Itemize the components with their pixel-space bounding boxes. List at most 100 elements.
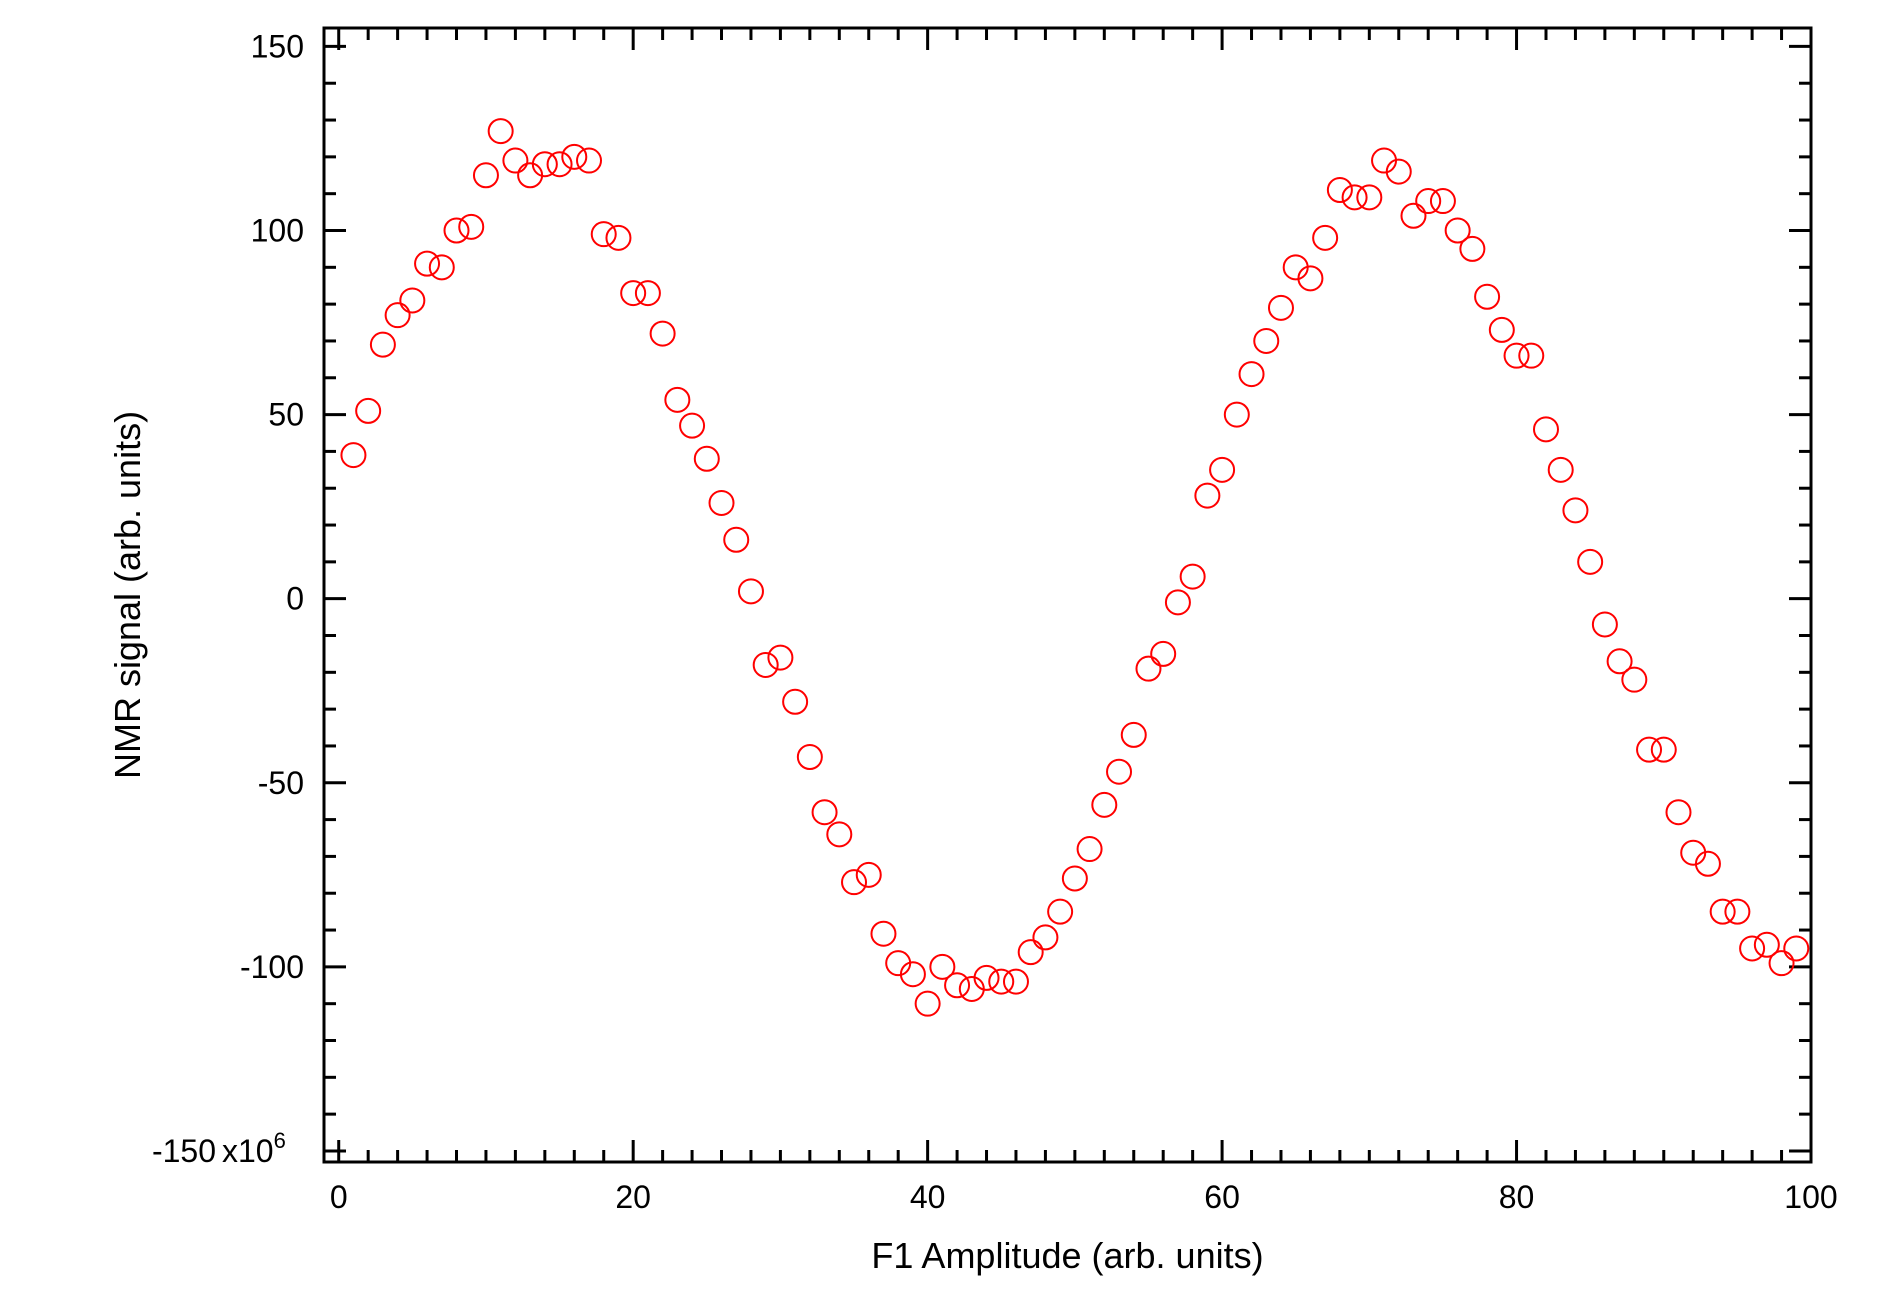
- data-point: [1636, 736, 1663, 763]
- y-tick-label: -150: [152, 1133, 216, 1169]
- y-tick-label: 100: [251, 213, 304, 249]
- data-point: [1120, 721, 1147, 748]
- data-point: [443, 217, 470, 244]
- data-point: [1326, 177, 1353, 203]
- x-tick-label: 40: [910, 1179, 946, 1215]
- x-tick-label: 100: [1784, 1179, 1837, 1215]
- data-point: [1164, 589, 1191, 616]
- data-point: [605, 224, 632, 251]
- data-point: [841, 869, 868, 896]
- data-point: [487, 118, 514, 145]
- plot-frame: [322, 26, 1813, 1164]
- data-point: [1665, 799, 1692, 826]
- x-tick-labels: 0 20 40 60 80 100: [330, 1179, 1838, 1215]
- data-point: [1503, 342, 1530, 369]
- data-point: [1488, 316, 1515, 343]
- data-point: [1385, 158, 1412, 185]
- data-point: [988, 968, 1015, 995]
- data-point: [458, 213, 485, 240]
- data-point: [1415, 188, 1442, 215]
- data-point: [708, 489, 735, 516]
- data-point: [944, 972, 971, 999]
- data-point: [752, 651, 779, 678]
- data-point: [1002, 968, 1029, 995]
- data-point: [355, 397, 382, 424]
- data-point: [428, 254, 455, 281]
- data-point: [782, 688, 809, 715]
- data-point: [1783, 935, 1810, 962]
- y-tick-label: -50: [258, 765, 304, 801]
- data-point: [1135, 655, 1162, 682]
- data-point: [1091, 791, 1118, 818]
- data-point: [796, 744, 823, 770]
- data-point: [1459, 235, 1486, 262]
- data-point: [826, 821, 853, 848]
- y-multiplier-exponent: 6: [274, 1128, 286, 1153]
- y-multiplier-label: x106: [222, 1128, 286, 1169]
- data-point: [340, 442, 367, 469]
- data-point: [472, 162, 499, 189]
- data-point: [1606, 648, 1633, 675]
- data-point: [1400, 202, 1427, 229]
- data-point: [693, 445, 720, 472]
- data-point: [1739, 935, 1766, 962]
- data-point: [576, 147, 603, 174]
- data-point: [414, 250, 441, 277]
- data-point: [1223, 401, 1250, 428]
- data-point: [1474, 283, 1501, 310]
- data-point: [1253, 327, 1280, 354]
- x-tick-label: 60: [1204, 1179, 1240, 1215]
- data-point: [679, 412, 706, 439]
- data-point: [767, 644, 794, 671]
- data-point: [929, 953, 956, 980]
- x-tick-label: 20: [615, 1179, 651, 1215]
- data-point: [870, 920, 897, 947]
- data-point: [502, 147, 529, 174]
- data-point: [1591, 611, 1618, 638]
- data-point: [1297, 265, 1324, 292]
- x-tick-label: 80: [1499, 1179, 1535, 1215]
- data-point: [634, 280, 661, 307]
- y-tick-label: 50: [268, 397, 304, 433]
- y-axis-title: NMR signal (arb. units): [107, 411, 148, 779]
- data-point: [1577, 548, 1604, 575]
- data-point: [369, 331, 396, 358]
- axis-ticks: [324, 28, 1813, 1162]
- data-point: [546, 151, 573, 178]
- data-point: [1150, 640, 1177, 667]
- data-point: [1650, 736, 1677, 763]
- y-tick-labels: -150 -100 -50 0 50 100 150: [152, 28, 304, 1169]
- y-tick-label: 150: [251, 28, 304, 64]
- y-multiplier-base: x10: [222, 1133, 274, 1169]
- data-point: [620, 280, 647, 307]
- data-point: [531, 151, 558, 178]
- data-point: [1341, 184, 1368, 211]
- data-point: [384, 302, 411, 329]
- data-point: [914, 990, 941, 1017]
- data-point: [723, 526, 750, 553]
- data-point: [664, 386, 691, 413]
- data-point: [1724, 898, 1751, 925]
- data-point: [1061, 865, 1088, 892]
- data-point: [737, 578, 764, 605]
- data-point: [1768, 950, 1795, 977]
- data-point: [1047, 898, 1074, 925]
- data-point: [1547, 456, 1574, 483]
- data-point: [1238, 361, 1265, 388]
- data-point: [973, 964, 1000, 991]
- data-point: [1194, 482, 1221, 509]
- data-point: [1518, 342, 1545, 369]
- data-point: [399, 287, 426, 314]
- data-point: [1709, 898, 1736, 925]
- data-point: [1356, 184, 1383, 211]
- data-point: [590, 221, 617, 248]
- data-point: [1017, 939, 1044, 966]
- x-tick-label: 0: [330, 1179, 348, 1215]
- data-point: [1621, 666, 1648, 693]
- data-point: [855, 861, 882, 888]
- y-tick-label: -100: [240, 949, 304, 985]
- data-point: [1267, 294, 1294, 321]
- data-points: [340, 118, 1810, 1017]
- data-point: [1076, 836, 1103, 863]
